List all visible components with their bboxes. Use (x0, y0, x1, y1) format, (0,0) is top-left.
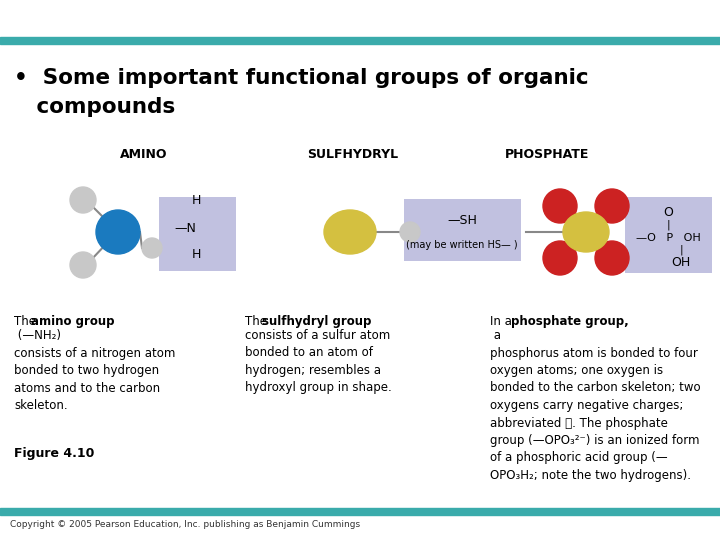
Text: (—NH₂)
consists of a nitrogen atom
bonded to two hydrogen
atoms and to the carbo: (—NH₂) consists of a nitrogen atom bonde… (14, 329, 176, 412)
FancyBboxPatch shape (625, 197, 712, 273)
Circle shape (595, 241, 629, 275)
Circle shape (70, 187, 96, 213)
Text: sulfhydryl group: sulfhydryl group (262, 315, 372, 328)
Text: Copyright © 2005 Pearson Education, Inc. publishing as Benjamin Cummings: Copyright © 2005 Pearson Education, Inc.… (10, 520, 360, 529)
Ellipse shape (563, 212, 609, 252)
Circle shape (70, 252, 96, 278)
Text: phosphate group,: phosphate group, (511, 315, 629, 328)
Text: —N: —N (174, 221, 196, 234)
Text: H: H (192, 248, 201, 261)
Text: OH: OH (671, 255, 690, 268)
Text: |: | (679, 245, 683, 255)
Text: SULFHYDRYL: SULFHYDRYL (307, 148, 398, 161)
Circle shape (543, 189, 577, 223)
Circle shape (96, 210, 140, 254)
Text: •  Some important functional groups of organic: • Some important functional groups of or… (14, 68, 589, 88)
Text: a
phosphorus atom is bonded to four
oxygen atoms; one oxygen is
bonded to the ca: a phosphorus atom is bonded to four oxyg… (490, 329, 701, 482)
Text: consists of a sulfur atom
bonded to an atom of
hydrogen; resembles a
hydroxyl gr: consists of a sulfur atom bonded to an a… (245, 329, 392, 395)
Ellipse shape (324, 210, 376, 254)
Text: PHOSPHATE: PHOSPHATE (505, 148, 590, 161)
Text: O: O (663, 206, 673, 219)
Text: |: | (666, 220, 670, 230)
Text: AMINO: AMINO (120, 148, 168, 161)
Bar (0, 508, 720, 515)
Text: Figure 4.10: Figure 4.10 (14, 447, 94, 460)
Circle shape (400, 222, 420, 242)
Text: H: H (192, 193, 201, 206)
Text: —SH: —SH (447, 213, 477, 226)
Circle shape (142, 238, 162, 258)
Text: —O   P   OH: —O P OH (636, 233, 701, 243)
Text: The: The (14, 315, 40, 328)
Text: compounds: compounds (14, 97, 175, 117)
Bar (0, 37, 720, 44)
Circle shape (543, 241, 577, 275)
Text: In a: In a (490, 315, 516, 328)
Text: The: The (245, 315, 271, 328)
FancyBboxPatch shape (404, 199, 521, 261)
Circle shape (595, 189, 629, 223)
FancyBboxPatch shape (159, 197, 236, 271)
Text: amino group: amino group (31, 315, 114, 328)
Text: (may be written HS— ): (may be written HS— ) (406, 240, 518, 250)
